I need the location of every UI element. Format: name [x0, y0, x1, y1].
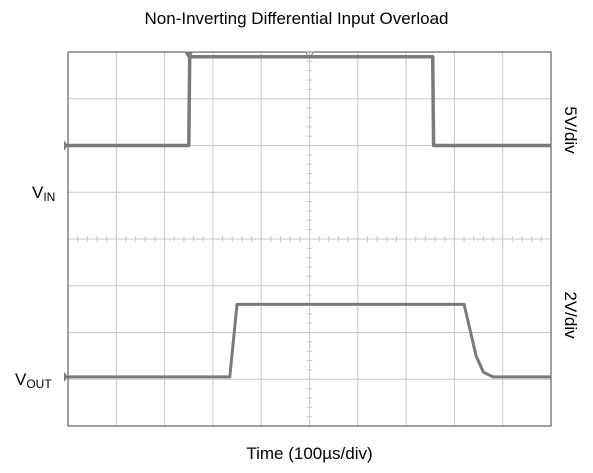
channel-marker-icon	[64, 140, 68, 151]
x-axis-label: Time (100µs/div)	[246, 444, 373, 463]
trigger-marker-icon	[304, 51, 315, 59]
vout-label-sub: OUT	[26, 377, 52, 391]
vin-channel-label: VIN	[32, 183, 55, 204]
vout-trace	[68, 302, 551, 379]
vout-label-main: V	[15, 370, 27, 389]
vin-scale-label: 5V/div	[561, 106, 580, 154]
channel-marker-icon	[64, 371, 68, 382]
vin-label-main: V	[32, 183, 44, 202]
vout-channel-label: VOUT	[15, 370, 52, 391]
trigger-position-icon	[183, 51, 194, 59]
chart-title: Non-Inverting Differential Input Overloa…	[144, 9, 449, 28]
vin-label-sub: IN	[43, 190, 56, 204]
vout-scale-label: 2V/div	[561, 291, 580, 339]
vin-trace	[68, 54, 551, 148]
